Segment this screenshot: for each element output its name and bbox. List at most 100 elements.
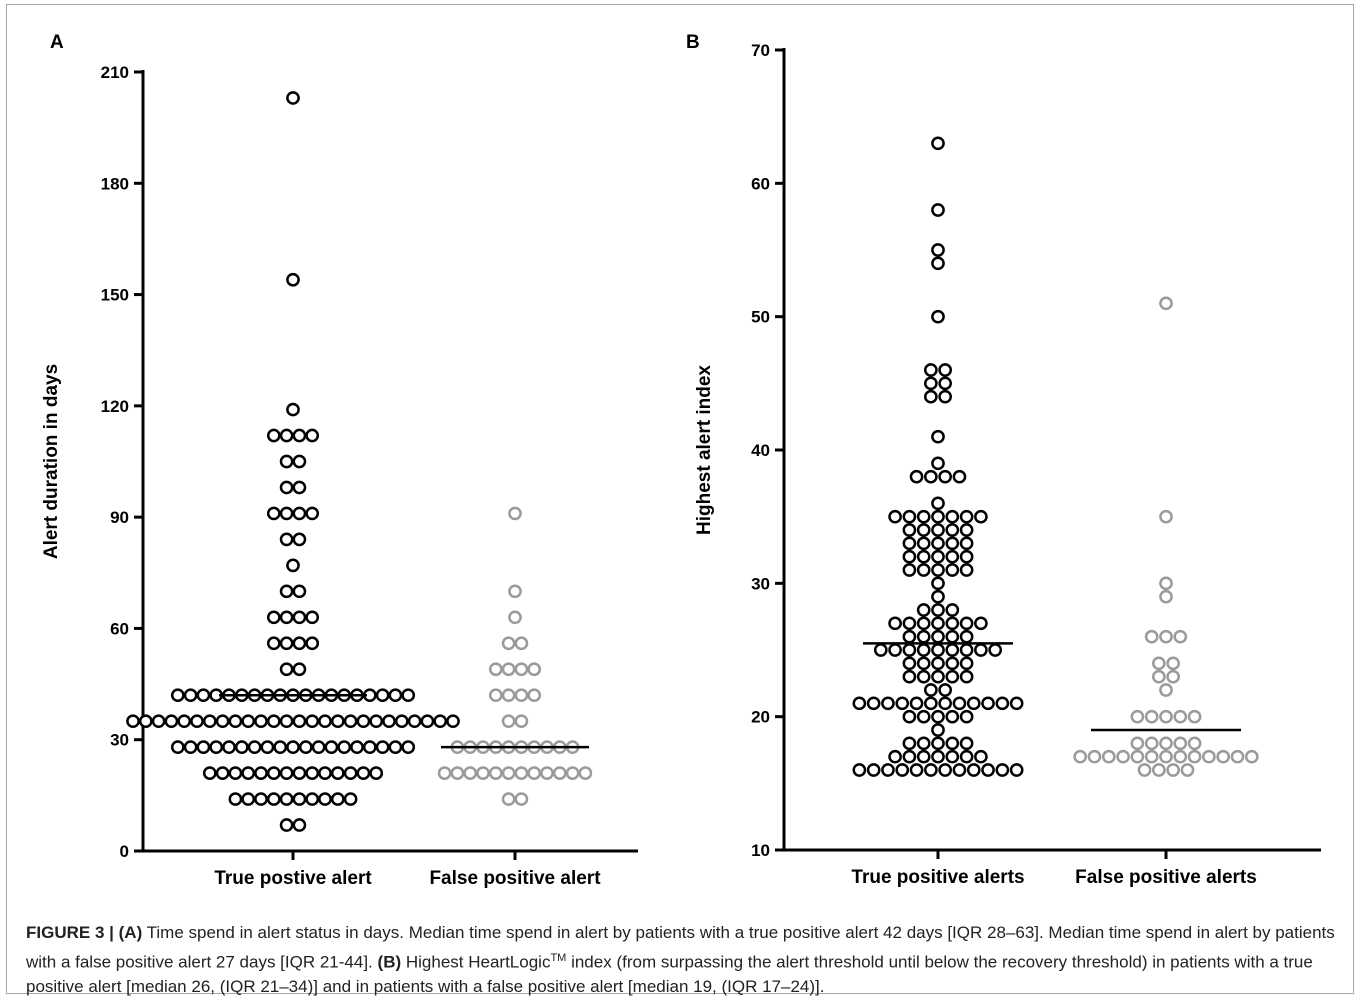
data-point (501, 688, 516, 703)
data-point (318, 792, 332, 806)
data-point (1101, 749, 1116, 764)
chart-a-alert-duration: 0 30 60 90 120 150 180 210 Alert duration in day… (41, 63, 638, 889)
data-point (938, 389, 953, 404)
y-tick-label: 150 (101, 286, 129, 305)
data-point (938, 696, 953, 711)
data-point (902, 656, 917, 671)
caption-b-text-2: index (from surpassing the alert thresho… (26, 952, 1313, 996)
data-point (1187, 709, 1202, 724)
data-point (164, 714, 179, 729)
data-point (959, 509, 974, 524)
data-point (420, 714, 435, 729)
data-point (476, 766, 490, 780)
data-point (866, 763, 881, 777)
data-point (952, 763, 967, 777)
data-point (1144, 629, 1159, 644)
data-point (350, 740, 364, 754)
data-point (514, 662, 529, 677)
data-point (916, 629, 931, 644)
data-point (514, 688, 529, 703)
data-point (292, 584, 307, 599)
data-point (1244, 749, 1259, 764)
data-point (138, 714, 153, 729)
data-point (266, 714, 281, 729)
data-point (514, 792, 529, 806)
data-point (945, 523, 960, 537)
data-point (183, 688, 198, 703)
data-point (1159, 749, 1173, 764)
figure-plots: A B 0 30 60 90 120 150 180 210 Alert duration in… (41, 32, 1321, 889)
data-point (260, 740, 275, 754)
figure-caption: FIGURE 3 | (A) Time spend in alert statu… (26, 921, 1344, 999)
data-point (974, 749, 988, 764)
data-point (305, 428, 320, 443)
data-point (1009, 763, 1024, 777)
data-point (1216, 749, 1231, 764)
data-point (1116, 749, 1130, 764)
data-point (916, 509, 931, 524)
data-point (1159, 736, 1173, 751)
data-point (527, 688, 542, 703)
data-point (151, 714, 166, 729)
data-point (279, 714, 294, 729)
data-point (343, 714, 358, 729)
data-point (292, 662, 307, 677)
data-point (241, 766, 256, 780)
data-point (273, 740, 288, 754)
data-point (1130, 709, 1145, 724)
data-point (974, 643, 988, 657)
data-point (931, 309, 945, 324)
data-point (540, 766, 554, 780)
y-tick-label: 120 (101, 397, 129, 416)
data-point (234, 740, 249, 754)
data-point (931, 643, 945, 657)
data-point (311, 740, 326, 754)
data-point (916, 656, 931, 671)
y-tick-label: 50 (751, 308, 770, 327)
data-point (1202, 749, 1216, 764)
data-point (981, 763, 995, 777)
data-point (916, 736, 931, 751)
data-point (446, 714, 460, 729)
y-tick-label: 210 (101, 63, 129, 82)
data-point (966, 763, 981, 777)
data-point (247, 740, 262, 754)
data-point (292, 454, 307, 469)
data-point (952, 469, 967, 484)
data-point (959, 563, 974, 577)
data-point (888, 749, 902, 764)
data-point (902, 509, 917, 524)
data-point (508, 506, 522, 521)
y-tick-label: 90 (110, 508, 129, 527)
data-point (375, 740, 390, 754)
data-point (931, 243, 945, 257)
data-point (945, 709, 960, 724)
data-point (974, 509, 988, 524)
data-point (916, 603, 931, 617)
y-tick-label: 60 (110, 619, 129, 638)
y-tick-label: 10 (751, 841, 770, 860)
data-point (1159, 629, 1173, 644)
data-point (945, 749, 960, 764)
data-point (924, 469, 938, 484)
data-point (202, 714, 217, 729)
data-point (279, 584, 294, 599)
data-point (266, 792, 281, 806)
data-point (565, 766, 580, 780)
data-point (305, 610, 320, 625)
x-category-label: False positive alerts (1075, 867, 1257, 888)
data-point (1166, 763, 1181, 777)
data-point (279, 662, 294, 677)
data-point (938, 376, 953, 391)
data-point (945, 643, 960, 657)
data-point (931, 629, 945, 644)
data-point (931, 203, 945, 217)
data-point (488, 688, 503, 703)
data-point (337, 740, 352, 754)
y-axis-label: Alert duration in days (41, 364, 62, 559)
data-point (902, 629, 917, 644)
data-point (394, 714, 409, 729)
caption-b-label: (B) (377, 952, 402, 972)
data-point (170, 740, 185, 754)
data-point (305, 636, 320, 651)
